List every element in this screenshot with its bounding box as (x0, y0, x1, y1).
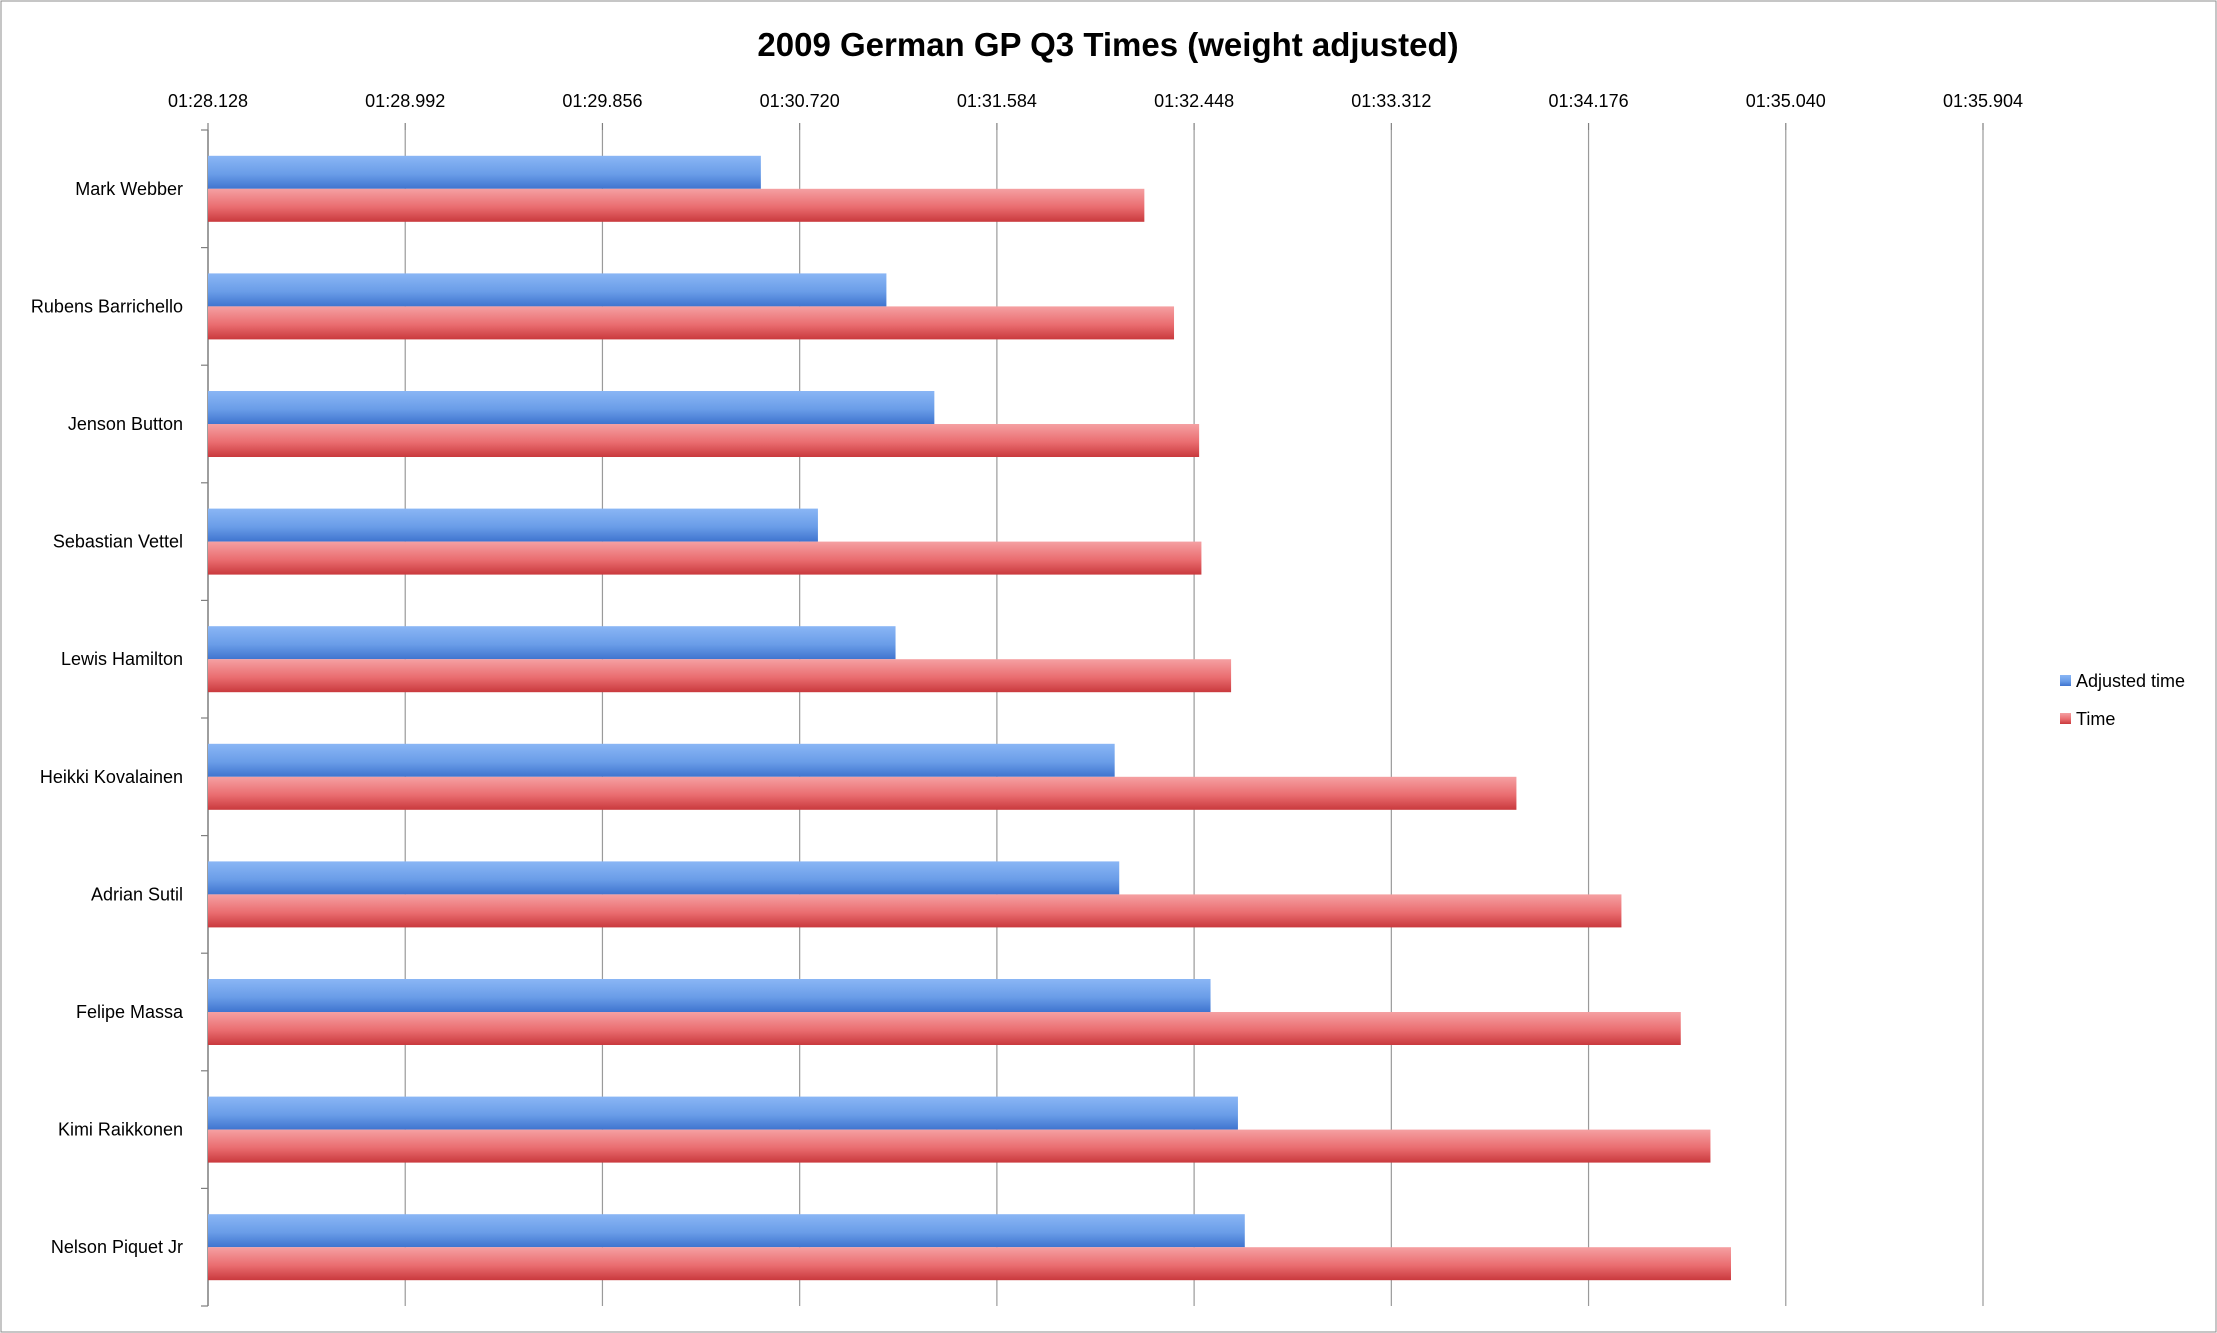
adjusted-time-bar (208, 861, 1120, 895)
adjusted-time-bar (208, 1096, 1238, 1130)
legend-swatch-time (2060, 713, 2071, 724)
time-bar (208, 659, 1232, 693)
time-bar (208, 306, 1175, 340)
x-tick-label: 01:29.856 (562, 91, 642, 111)
time-bar (208, 424, 1200, 457)
legend-label: Time (2076, 709, 2115, 729)
time-bar (208, 1247, 1731, 1281)
time-bar (208, 1129, 1711, 1163)
x-tick-label: 01:34.176 (1549, 91, 1629, 111)
x-tick-label: 01:28.992 (365, 91, 445, 111)
adjusted-time-bar (208, 979, 1211, 1012)
category-label: Lewis Hamilton (61, 649, 183, 669)
x-tick-label: 01:32.448 (1154, 91, 1234, 111)
category-label: Rubens Barrichello (31, 296, 183, 316)
legend-swatch-adjusted-time (2060, 675, 2071, 686)
category-label: Jenson Button (68, 414, 183, 434)
x-tick-label: 01:30.720 (760, 91, 840, 111)
category-label: Kimi Raikkonen (58, 1120, 183, 1140)
bars (208, 155, 1731, 1281)
category-axis: Mark Webber Rubens Barrichello Jenson Butt… (31, 129, 208, 1307)
category-label: Felipe Massa (76, 1002, 184, 1022)
x-axis-ticks: 01:28.128 01:28.992 01:29.856 01:30.720 01:3… (168, 91, 2023, 130)
category-label: Heikki Kovalainen (40, 767, 183, 787)
adjusted-time-bar (208, 1214, 1245, 1248)
time-bar (208, 894, 1622, 928)
adjusted-time-bar (208, 155, 761, 189)
adjusted-time-bar (208, 508, 818, 542)
chart-title: 2009 German GP Q3 Times (weight adjusted… (757, 26, 1458, 63)
category-label: Mark Webber (75, 179, 183, 199)
category-label: Nelson Piquet Jr (51, 1237, 183, 1257)
x-tick-label: 01:35.904 (1943, 91, 2023, 111)
adjusted-time-bar (208, 391, 935, 424)
time-bar (208, 188, 1145, 222)
x-tick-label: 01:31.584 (957, 91, 1037, 111)
x-tick-label: 01:35.040 (1746, 91, 1826, 111)
time-bar (208, 1012, 1681, 1045)
category-label: Sebastian Vettel (53, 532, 183, 552)
adjusted-time-bar (208, 273, 887, 307)
legend-label: Adjusted time (2076, 671, 2185, 691)
time-bar (208, 541, 1202, 575)
x-tick-label: 01:33.312 (1351, 91, 1431, 111)
adjusted-time-bar (208, 626, 896, 660)
adjusted-time-bar (208, 743, 1115, 777)
x-tick-label: 01:28.128 (168, 91, 248, 111)
category-label: Adrian Sutil (91, 884, 183, 904)
legend: Adjusted time Time (2060, 671, 2185, 729)
time-bar (208, 776, 1517, 810)
